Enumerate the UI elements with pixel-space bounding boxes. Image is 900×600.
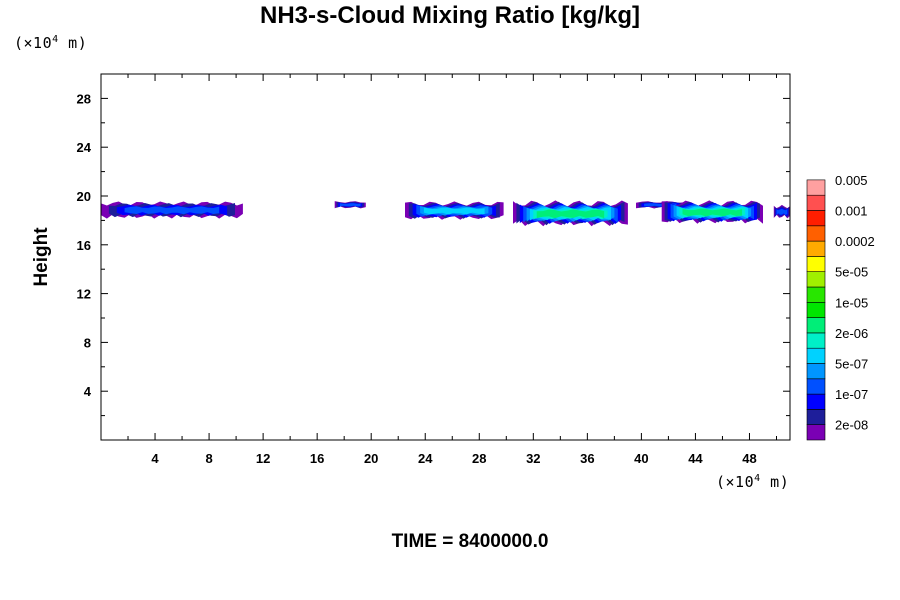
y-tick-label: 12 <box>77 287 91 302</box>
colorbar-swatch <box>806 347 826 364</box>
colorbar-swatch <box>806 179 826 196</box>
x-tick-label: 48 <box>742 451 756 466</box>
x-tick-label: 20 <box>364 451 378 466</box>
colorbar-label: 1e-07 <box>835 387 868 402</box>
colorbar-label: 0.005 <box>835 173 868 188</box>
x-tick-label: 36 <box>580 451 594 466</box>
x-axis-unit: (×104 m) <box>716 473 790 491</box>
y-axis-unit: (×104 m) <box>14 34 88 52</box>
colorbar-swatch <box>806 256 826 272</box>
x-tick-label: 16 <box>310 451 324 466</box>
colorbar-label: 1e-05 <box>835 295 868 310</box>
x-tick-label: 32 <box>526 451 540 466</box>
colorbar-swatch <box>806 286 826 303</box>
x-tick-label: 12 <box>256 451 270 466</box>
y-tick-label: 24 <box>77 140 92 155</box>
colorbar-swatch <box>806 301 826 318</box>
cloud-field <box>101 200 790 227</box>
cloud-contour <box>423 207 485 215</box>
colorbar-swatch <box>806 240 826 257</box>
colorbar-swatch <box>806 393 826 410</box>
y-tick-label: 28 <box>77 91 91 106</box>
colorbar-swatch <box>806 409 826 425</box>
colorbar-label: 5e-07 <box>835 357 868 372</box>
colorbar-label: 2e-06 <box>835 326 868 341</box>
y-tick-label: 4 <box>84 384 92 399</box>
colorbar-swatch <box>806 378 826 395</box>
colorbar-swatch <box>806 332 826 349</box>
y-tick-label: 8 <box>84 335 91 350</box>
colorbar-label: 0.0002 <box>835 234 875 249</box>
colorbar-swatch <box>806 317 826 334</box>
y-tick-label: 16 <box>77 238 91 253</box>
colorbar-swatch <box>806 194 826 211</box>
chart-title: NH3-s-Cloud Mixing Ratio [kg/kg] <box>260 2 640 29</box>
colorbar: 2e-08 1e-07 5e-07 2e-06 1e-05 5e-05 0.0002 0.00… <box>806 173 875 441</box>
y-tick-label: 20 <box>77 189 91 204</box>
colorbar-swatch <box>806 210 826 227</box>
cloud-contour <box>339 203 361 207</box>
time-label: TIME = 8400000.0 <box>391 531 549 552</box>
x-tick-label: 44 <box>688 451 703 466</box>
x-tick-label: 4 <box>151 451 159 466</box>
plot-frame <box>100 73 791 441</box>
x-tick-label: 40 <box>634 451 648 466</box>
x-tick-label: 24 <box>418 451 433 466</box>
x-tick-label: 8 <box>205 451 212 466</box>
cloud-contour <box>536 209 605 219</box>
cloud-contour <box>124 206 220 215</box>
colorbar-label: 0.001 <box>835 204 868 219</box>
cloud-contour <box>776 208 788 215</box>
colorbar-label: 2e-08 <box>835 418 868 433</box>
colorbar-swatch <box>806 271 826 288</box>
colorbar-swatch <box>806 363 826 380</box>
cloud-contour <box>682 208 743 217</box>
colorbar-swatch <box>806 424 826 441</box>
x-tick-label: 28 <box>472 451 486 466</box>
colorbar-label: 5e-05 <box>835 265 868 280</box>
colorbar-swatch <box>806 225 826 242</box>
